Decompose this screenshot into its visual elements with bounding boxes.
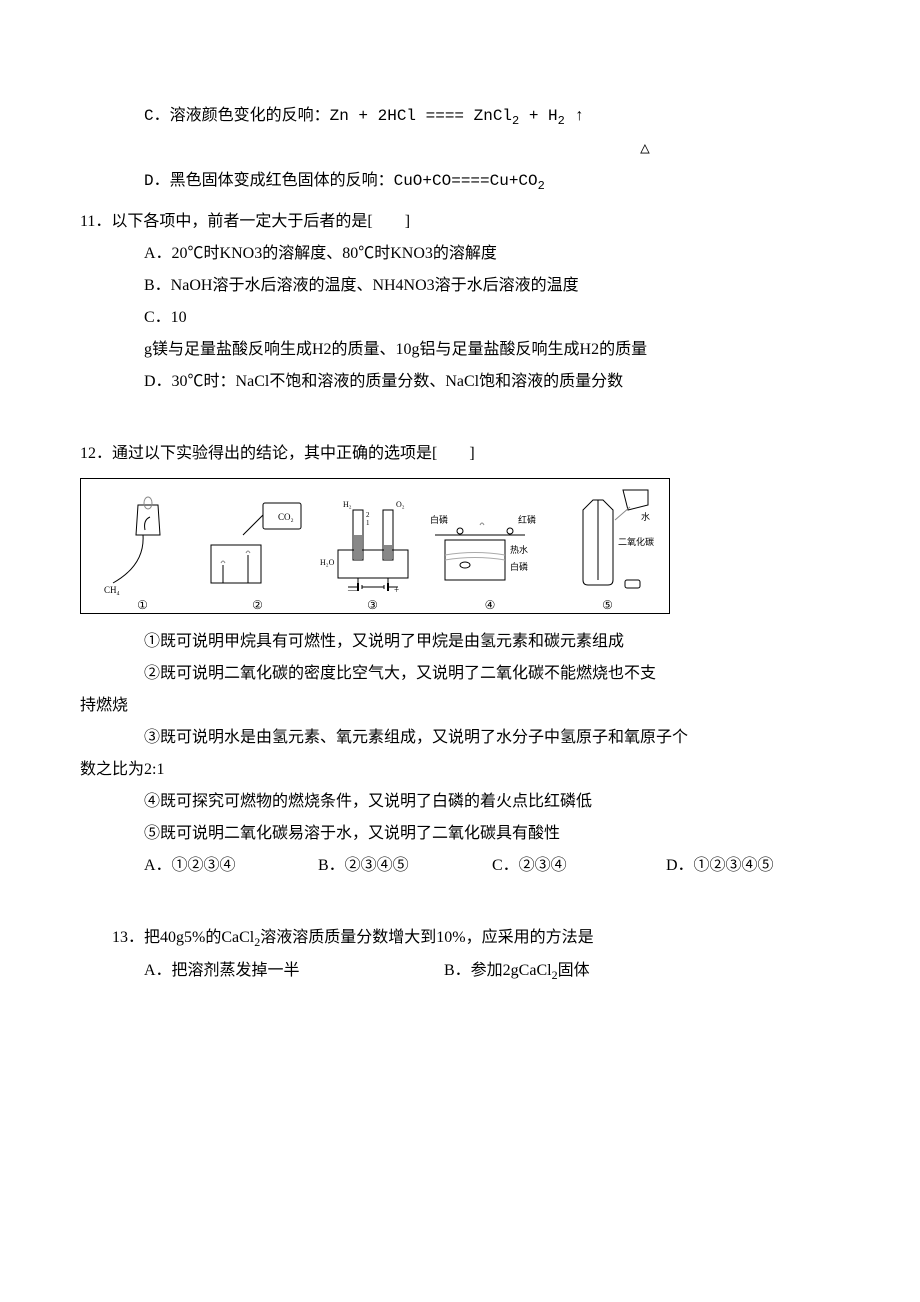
q12-fig1: CH₄ ① bbox=[85, 495, 200, 611]
q12-options: A．①②③④ B．②③④⑤ C．②③④ D．①②③④⑤ bbox=[144, 850, 840, 882]
q12-s1: ①既可说明甲烷具有可燃性，又说明了甲烷是由氢元素和碳元素组成 bbox=[144, 626, 840, 658]
q10-c-after: + H bbox=[519, 107, 557, 125]
q12-s5: ⑤既可说明二氧化碳易溶于水，又说明了二氧化碳具有酸性 bbox=[144, 818, 840, 850]
q12-s2-line1: ②既可说明二氧化碳的密度比空气大，又说明了二氧化碳不能燃烧也不支 bbox=[144, 665, 656, 682]
q13-b-pre: B．参加2gCaCl bbox=[444, 962, 552, 979]
q11-option-d: D．30℃时：NaCl不饱和溶液的质量分数、NaCl饱和溶液的质量分数 bbox=[144, 366, 840, 398]
q12-s4: ④既可探究可燃物的燃烧条件，又说明了白磷的着火点比红磷低 bbox=[144, 786, 840, 818]
q12-fig4-svg: 白磷 红磷 热水 白磷 bbox=[430, 495, 550, 595]
fig4-num: ④ bbox=[485, 599, 496, 611]
q12-fig4: 白磷 红磷 热水 白磷 ④ bbox=[430, 495, 550, 611]
q12-fig5: 水 二氧化碳 ⑤ bbox=[550, 485, 665, 611]
q11-option-c2: g镁与足量盐酸反响生成H2的质量、10g铝与足量盐酸反响生成H2的质量 bbox=[144, 334, 840, 366]
fig5-num: ⑤ bbox=[602, 599, 613, 611]
q12-fig3: H₂ O₂ 2 1 H₂O — + ③ bbox=[315, 495, 430, 611]
q10-d-sub: 2 bbox=[538, 179, 545, 193]
q10-triangle: △ bbox=[450, 133, 840, 165]
q13-opt-a: A．把溶剂蒸发掉一半 bbox=[144, 955, 444, 987]
fig3-scale2: 2 bbox=[366, 511, 370, 519]
q12-opt-b: B．②③④⑤ bbox=[318, 850, 492, 882]
q10-option-c: C．溶液颜色变化的反响：Zn + 2HCl ==== ZnCl2 + H2 ↑ bbox=[144, 100, 840, 133]
q13-stem-pre: 13．把40g5%的CaCl bbox=[112, 929, 254, 946]
q11-stem: 11．以下各项中，前者一定大于后者的是[ ] bbox=[80, 206, 840, 238]
svg-text:+: + bbox=[394, 585, 399, 595]
q12-fig3-svg: H₂ O₂ 2 1 H₂O — + bbox=[318, 495, 428, 595]
q11-option-a: A．20℃时KNO3的溶解度、80℃时KNO3的溶解度 bbox=[144, 238, 840, 270]
q10-c-sub2: 2 bbox=[558, 114, 565, 128]
fig3-h2o-label: H₂O bbox=[320, 558, 335, 567]
q12-figure-box: CH₄ ① CO₂ ② bbox=[80, 478, 670, 614]
q11-option-b: B．NaOH溶于水后溶液的温度、NH4NO3溶于水后溶液的温度 bbox=[144, 270, 840, 302]
q10-d-text: D．黑色固体变成红色固体的反响：CuO+CO====Cu+CO bbox=[144, 172, 538, 190]
q12-fig1-svg: CH₄ bbox=[98, 495, 188, 595]
fig2-co2-label: CO₂ bbox=[278, 512, 294, 522]
fig3-h2-label: H₂ bbox=[343, 500, 352, 509]
q13-b-post: 固体 bbox=[558, 962, 590, 979]
fig3-scale1: 1 bbox=[366, 519, 370, 527]
fig3-o2-label: O₂ bbox=[396, 500, 405, 509]
q12-s3-line2: 数之比为2:1 bbox=[80, 761, 164, 778]
fig1-num: ① bbox=[137, 599, 148, 611]
fig2-num: ② bbox=[252, 599, 263, 611]
q12-opt-d: D．①②③④⑤ bbox=[666, 850, 840, 882]
fig4-baip-top: 白磷 bbox=[430, 514, 448, 525]
fig3-num: ③ bbox=[367, 599, 378, 611]
q10-c-text: C．溶液颜色变化的反响：Zn + 2HCl ==== ZnCl bbox=[144, 107, 512, 125]
q12-figure-row: CH₄ ① CO₂ ② bbox=[85, 485, 665, 611]
fig5-co2cn: 二氧化碳 bbox=[618, 536, 654, 547]
fig4-baip-bot: 白磷 bbox=[510, 561, 528, 572]
q12-s2-line2: 持燃烧 bbox=[80, 697, 128, 714]
q13-opt-b: B．参加2gCaCl2固体 bbox=[444, 955, 590, 987]
q12-s3-line1: ③既可说明水是由氢元素、氧元素组成，又说明了水分子中氢原子和氧原子个 bbox=[144, 729, 688, 746]
q10-option-d: D．黑色固体变成红色固体的反响：CuO+CO====Cu+CO2 bbox=[144, 165, 840, 198]
fig4-hongp: 红磷 bbox=[518, 514, 536, 525]
q12-opt-c: C．②③④ bbox=[492, 850, 666, 882]
q13-options-row: A．把溶剂蒸发掉一半 B．参加2gCaCl2固体 bbox=[144, 955, 840, 987]
q12-fig2-svg: CO₂ bbox=[203, 495, 313, 595]
fig4-reshui: 热水 bbox=[510, 544, 528, 555]
q13-stem: 13．把40g5%的CaCl2溶液溶质质量分数增大到10%，应采用的方法是 bbox=[112, 922, 840, 954]
q13-stem-post: 溶液溶质质量分数增大到10%，应采用的方法是 bbox=[260, 929, 593, 946]
fig1-ch4-label: CH₄ bbox=[104, 585, 120, 595]
q10-arrow: ↑ bbox=[565, 107, 584, 125]
q11-option-c1: C．10 bbox=[144, 302, 840, 334]
q12-opt-a: A．①②③④ bbox=[144, 850, 318, 882]
svg-text:—: — bbox=[347, 585, 358, 595]
q12-fig2: CO₂ ② bbox=[200, 495, 315, 611]
fig5-water: 水 bbox=[641, 511, 650, 522]
q12-fig5-svg: 水 二氧化碳 bbox=[553, 485, 663, 595]
q12-stem: 12．通过以下实验得出的结论，其中正确的选项是[ ] bbox=[80, 438, 840, 470]
